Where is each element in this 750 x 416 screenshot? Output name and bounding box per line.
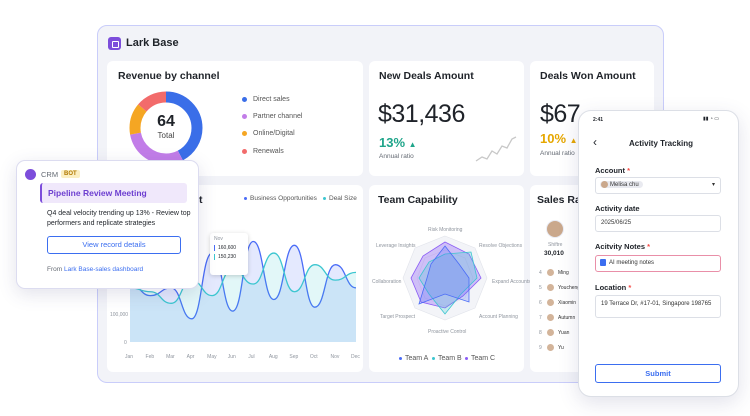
legend-renewals: Renewals [242, 148, 284, 155]
bot-badge: BOT [61, 170, 80, 178]
new-deals-pct: 13% ▲ [379, 135, 417, 150]
team-capability-title: Team Capability [378, 194, 458, 206]
x-tick-dec: Dec [351, 354, 360, 360]
x-tick-jan: Jan [125, 354, 134, 360]
account-select[interactable]: Melisa chu ▾ [595, 177, 721, 194]
new-deals-caption: Annual ratio [379, 153, 414, 160]
rank-row: 4 Ming [539, 269, 569, 276]
legend-team-c: Team C [465, 355, 495, 362]
chart-tooltip: Nov 160,600 150,230 [210, 233, 248, 275]
activity-notes-field[interactable]: AI meeting notes [595, 255, 721, 272]
account-label: Account * [595, 166, 631, 175]
crm-message-body: Q4 deal velocity trending up 13% - Revie… [47, 210, 191, 227]
donut-slice-online-digital [129, 91, 203, 165]
radar-chart[interactable] [399, 232, 491, 324]
deals-won-title: Deals Won Amount [540, 70, 636, 82]
status-icons: ▮▮ ◔ ▭ [703, 116, 720, 122]
back-icon[interactable]: ‹ [593, 135, 597, 149]
top-seller-avatar [546, 220, 564, 238]
crm-logo-icon [25, 169, 36, 180]
series-area-1 [130, 253, 356, 342]
legend-team-b: Team B [432, 355, 462, 362]
deals-won-pct: 10% ▲ [540, 131, 578, 146]
x-tick-jul: Jul [248, 354, 255, 360]
radar-axis-0: Risk Monitoring [428, 227, 463, 233]
crm-source-link[interactable]: Lark Base-sales dashboard [63, 266, 144, 273]
legend-online-digital: Online/Digital [242, 130, 295, 137]
x-tick-apr: Apr [186, 354, 195, 360]
crm-message-title: Pipeline Review Meeting [40, 183, 187, 203]
x-tick-feb: Feb [145, 354, 155, 360]
x-tick-may: May [207, 354, 217, 360]
form-title: Activity Tracking [629, 139, 694, 148]
legend-team-a: Team A [399, 355, 428, 362]
activity-date-label: Activity date [595, 204, 640, 213]
up-arrow-icon: ▲ [408, 140, 417, 149]
view-record-button[interactable]: View record details [47, 236, 181, 254]
radar-axis-4: Proactive Control [428, 329, 467, 335]
radar-axis-5: Target Prospect [380, 314, 416, 320]
donut-total-label: Total [157, 131, 175, 140]
x-tick-sep: Sep [289, 354, 299, 360]
app-title: Lark Base [126, 37, 179, 49]
y-tick-0: 0 [124, 340, 127, 346]
up-arrow-icon: ▲ [569, 136, 578, 145]
avatar [601, 181, 608, 188]
location-label: Location * [595, 283, 632, 292]
chevron-down-icon: ▾ [711, 182, 715, 188]
deals-won-caption: Annual ratio [540, 150, 575, 157]
status-time: 2:41 [593, 117, 604, 123]
x-tick-aug: Aug [268, 354, 278, 360]
line-chart[interactable] [130, 226, 356, 346]
top-seller-value: 30,010 [544, 250, 564, 257]
y-tick-100000: 100,000 [110, 312, 129, 318]
lark-base-logo-icon [108, 37, 121, 50]
crm-app-name: CRM [41, 170, 59, 179]
x-tick-jun: Jun [227, 354, 236, 360]
radar-axis-7: Leverage Insights [376, 243, 416, 249]
radar-team-a [418, 245, 470, 305]
top-seller-name: Shiftre [548, 242, 563, 248]
legend-business-opportunities: Business Opportunities [244, 195, 317, 202]
activity-notes-label: Acitvity Notes * [595, 242, 651, 251]
activity-date-field[interactable]: 2025/06/25 [595, 215, 721, 232]
x-tick-nov: Nov [330, 354, 340, 360]
submit-button[interactable]: Submit [595, 364, 721, 383]
legend-partner-channel: Partner channel [242, 113, 302, 120]
new-deals-title: New Deals Amount [379, 70, 474, 82]
x-tick-oct: Oct [309, 354, 318, 360]
crm-source: From Lark Base-sales dashboard [47, 266, 144, 273]
new-deals-amount: $31,436 [378, 100, 465, 128]
location-field[interactable]: 19 Terrace Dr, #17-01, Singapore 198765 [595, 295, 721, 318]
rank-row: 8 Yuan [539, 329, 570, 336]
crm-bot-card[interactable]: CRM BOT Pipeline Review Meeting Q4 deal … [16, 160, 199, 289]
donut-slice-partner-channel [129, 91, 203, 165]
radar-axis-6: Collaboration [372, 279, 402, 285]
revenue-title: Revenue by channel [118, 70, 220, 82]
rank-row: 7 Autumn [539, 314, 576, 321]
activity-tracking-phone: 2:41 ▮▮ ◔ ▭ ‹ Activity Tracking Account … [578, 110, 739, 397]
new-deals-card[interactable] [369, 61, 524, 176]
series-line-1 [130, 252, 356, 304]
donut-total-value: 64 [157, 113, 175, 130]
new-deals-sparkline [475, 136, 517, 162]
sales-rank-title: Sales Ra [537, 194, 581, 206]
series-area-0 [130, 241, 356, 342]
rank-row: 5 Youcheng [539, 284, 581, 291]
rank-row: 9 Yu [539, 344, 564, 351]
radar-axis-3: Account Planning [479, 314, 518, 320]
revenue-donut[interactable] [127, 89, 205, 167]
radar-axis-1: Resolve Objections [479, 243, 523, 249]
rank-row: 6 Xiaomin [539, 299, 577, 306]
legend-deal-size: Deal Size [323, 195, 357, 202]
deals-won-amount: $67,077 [540, 100, 580, 128]
legend-direct-sales: Direct sales [242, 96, 290, 103]
donut-slice-renewals [129, 91, 203, 165]
notes-doc-icon [600, 259, 606, 266]
line-chart-title: t [199, 194, 203, 206]
x-tick-mar: Mar [166, 354, 175, 360]
radar-axis-2: Expand Accounts [492, 279, 531, 285]
